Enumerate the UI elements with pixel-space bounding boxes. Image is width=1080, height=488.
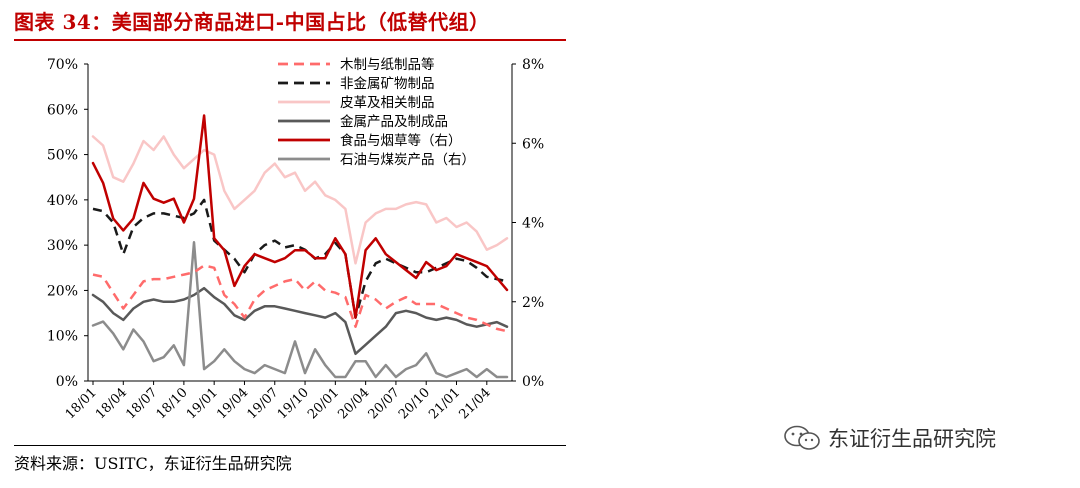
x-tick-label: 19/01 xyxy=(184,385,221,422)
left-tick-label: 30% xyxy=(47,238,78,254)
series-line xyxy=(92,264,508,333)
watermark-text: 东证衍生品研究院 xyxy=(828,427,996,451)
legend-label: 皮革及相关制品 xyxy=(340,95,435,111)
right-tick-label: 0% xyxy=(522,374,544,390)
series-line xyxy=(92,198,508,319)
watermark: 东证衍生品研究院 xyxy=(782,423,996,453)
legend-label: 木制与纸制品等 xyxy=(340,56,435,73)
legend-label: 非金属矿物制品 xyxy=(340,76,435,92)
x-tick-label: 18/01 xyxy=(63,385,100,422)
legend-label: 金属产品及制成品 xyxy=(340,114,448,130)
source-note: 资料来源：USITC，东证衍生品研究院 xyxy=(14,454,292,473)
left-tick-label: 0% xyxy=(56,374,78,390)
x-tick-label: 20/04 xyxy=(335,385,372,422)
chart-axes: 0%10%20%30%40%50%60%70%0%2%4%6%8%18/0118… xyxy=(47,57,544,422)
series-line xyxy=(91,241,509,379)
x-tick-label: 20/01 xyxy=(305,385,342,422)
x-tick-label: 19/10 xyxy=(275,385,312,422)
title-underline xyxy=(14,39,566,41)
x-tick-label: 20/07 xyxy=(366,385,403,422)
left-tick-label: 70% xyxy=(47,57,78,73)
series-layer xyxy=(91,114,509,379)
right-tick-label: 2% xyxy=(522,295,544,311)
x-tick-label: 18/10 xyxy=(154,385,191,422)
series-line xyxy=(91,286,509,356)
legend-label: 石油与煤炭产品（右） xyxy=(340,152,475,168)
x-tick-label: 20/10 xyxy=(396,385,433,422)
legend-label: 食品与烟草等（右） xyxy=(340,132,462,149)
x-tick-label: 21/01 xyxy=(426,385,463,422)
right-tick-label: 6% xyxy=(522,136,544,152)
left-tick-label: 10% xyxy=(47,329,78,345)
x-tick-label: 21/04 xyxy=(457,385,494,422)
right-tick-label: 4% xyxy=(522,216,544,232)
series-line xyxy=(91,135,509,265)
right-tick-label: 8% xyxy=(522,57,544,73)
x-tick-label: 19/07 xyxy=(244,385,281,422)
left-tick-label: 20% xyxy=(47,283,78,299)
left-tick-label: 40% xyxy=(47,193,78,209)
left-tick-label: 50% xyxy=(47,148,78,164)
x-tick-label: 18/07 xyxy=(123,385,160,422)
wechat-icon xyxy=(784,425,820,450)
source-divider xyxy=(14,445,566,446)
left-tick-label: 60% xyxy=(47,102,78,118)
x-tick-label: 19/04 xyxy=(214,385,251,422)
chart-title: 图表 34：美国部分商品进口-中国占比（低替代组） xyxy=(14,10,490,34)
series-line xyxy=(91,114,509,319)
x-tick-label: 18/04 xyxy=(93,385,130,422)
